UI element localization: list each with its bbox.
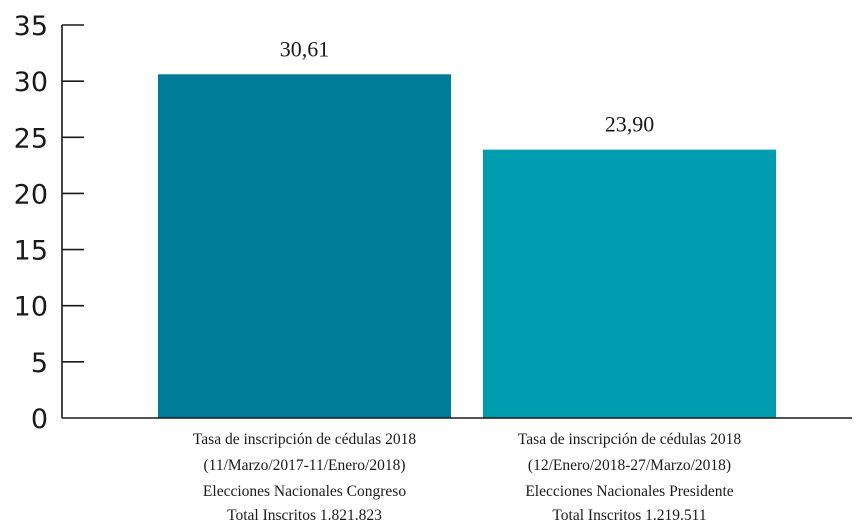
y-tick-label: 5 <box>31 348 48 379</box>
category-label-line: (11/Marzo/2017-11/Enero/2018) <box>203 457 405 474</box>
category-labels: Tasa de inscripción de cédulas 2018 (11/M… <box>193 431 741 522</box>
y-axis: 0 5 10 15 20 25 30 35 <box>14 11 84 435</box>
y-tick-label: 35 <box>14 11 48 42</box>
bar-value-label: 23,90 <box>605 112 655 137</box>
bar-value-label: 30,61 <box>280 36 330 61</box>
category-label-line: Elecciones Nacionales Presidente <box>525 483 733 500</box>
y-tick-label: 0 <box>31 404 48 435</box>
y-tick-label: 20 <box>14 179 48 210</box>
category-label-line: Tasa de inscripción de cédulas 2018 <box>193 431 416 448</box>
category-label-line: Tasa de inscripción de cédulas 2018 <box>518 431 741 448</box>
y-tick-label: 15 <box>14 236 48 267</box>
category-label-line: Elecciones Nacionales Congreso <box>203 483 406 500</box>
bars <box>158 74 776 418</box>
category-label-line: Total Inscritos 1.821.823 <box>227 507 382 522</box>
y-tick-label: 10 <box>14 292 48 323</box>
y-tick-label: 25 <box>14 123 48 154</box>
category-label-line: (12/Enero/2018-27/Marzo/2018) <box>528 457 731 474</box>
bar <box>158 74 451 418</box>
data-labels: 30,61 23,90 <box>280 36 655 136</box>
category-label-line: Total Inscritos 1.219.511 <box>552 507 706 522</box>
y-tick-label: 30 <box>14 67 48 98</box>
bar <box>483 149 776 418</box>
